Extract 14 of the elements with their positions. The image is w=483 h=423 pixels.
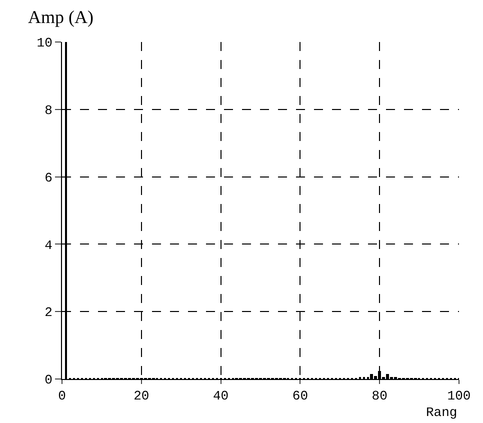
x-tick-label: 40 [212,388,229,404]
x-tick-label: 80 [372,388,388,404]
x-tick-label: 20 [134,388,150,404]
y-tick-label: 2 [44,305,52,320]
y-tick-label: 8 [44,102,52,118]
y-tick-label: 6 [44,170,52,186]
y-tick-label: 4 [44,238,53,253]
y-tick-label: 0 [44,372,52,388]
y-axis-title: Amp (A) [28,7,94,27]
x-tick-label: 60 [292,388,308,404]
x-tick-label: 0 [58,388,66,404]
y-tick-label: 10 [36,36,52,51]
x-axis-title: Rang [426,405,458,420]
x-tick-label: 100 [447,388,471,404]
